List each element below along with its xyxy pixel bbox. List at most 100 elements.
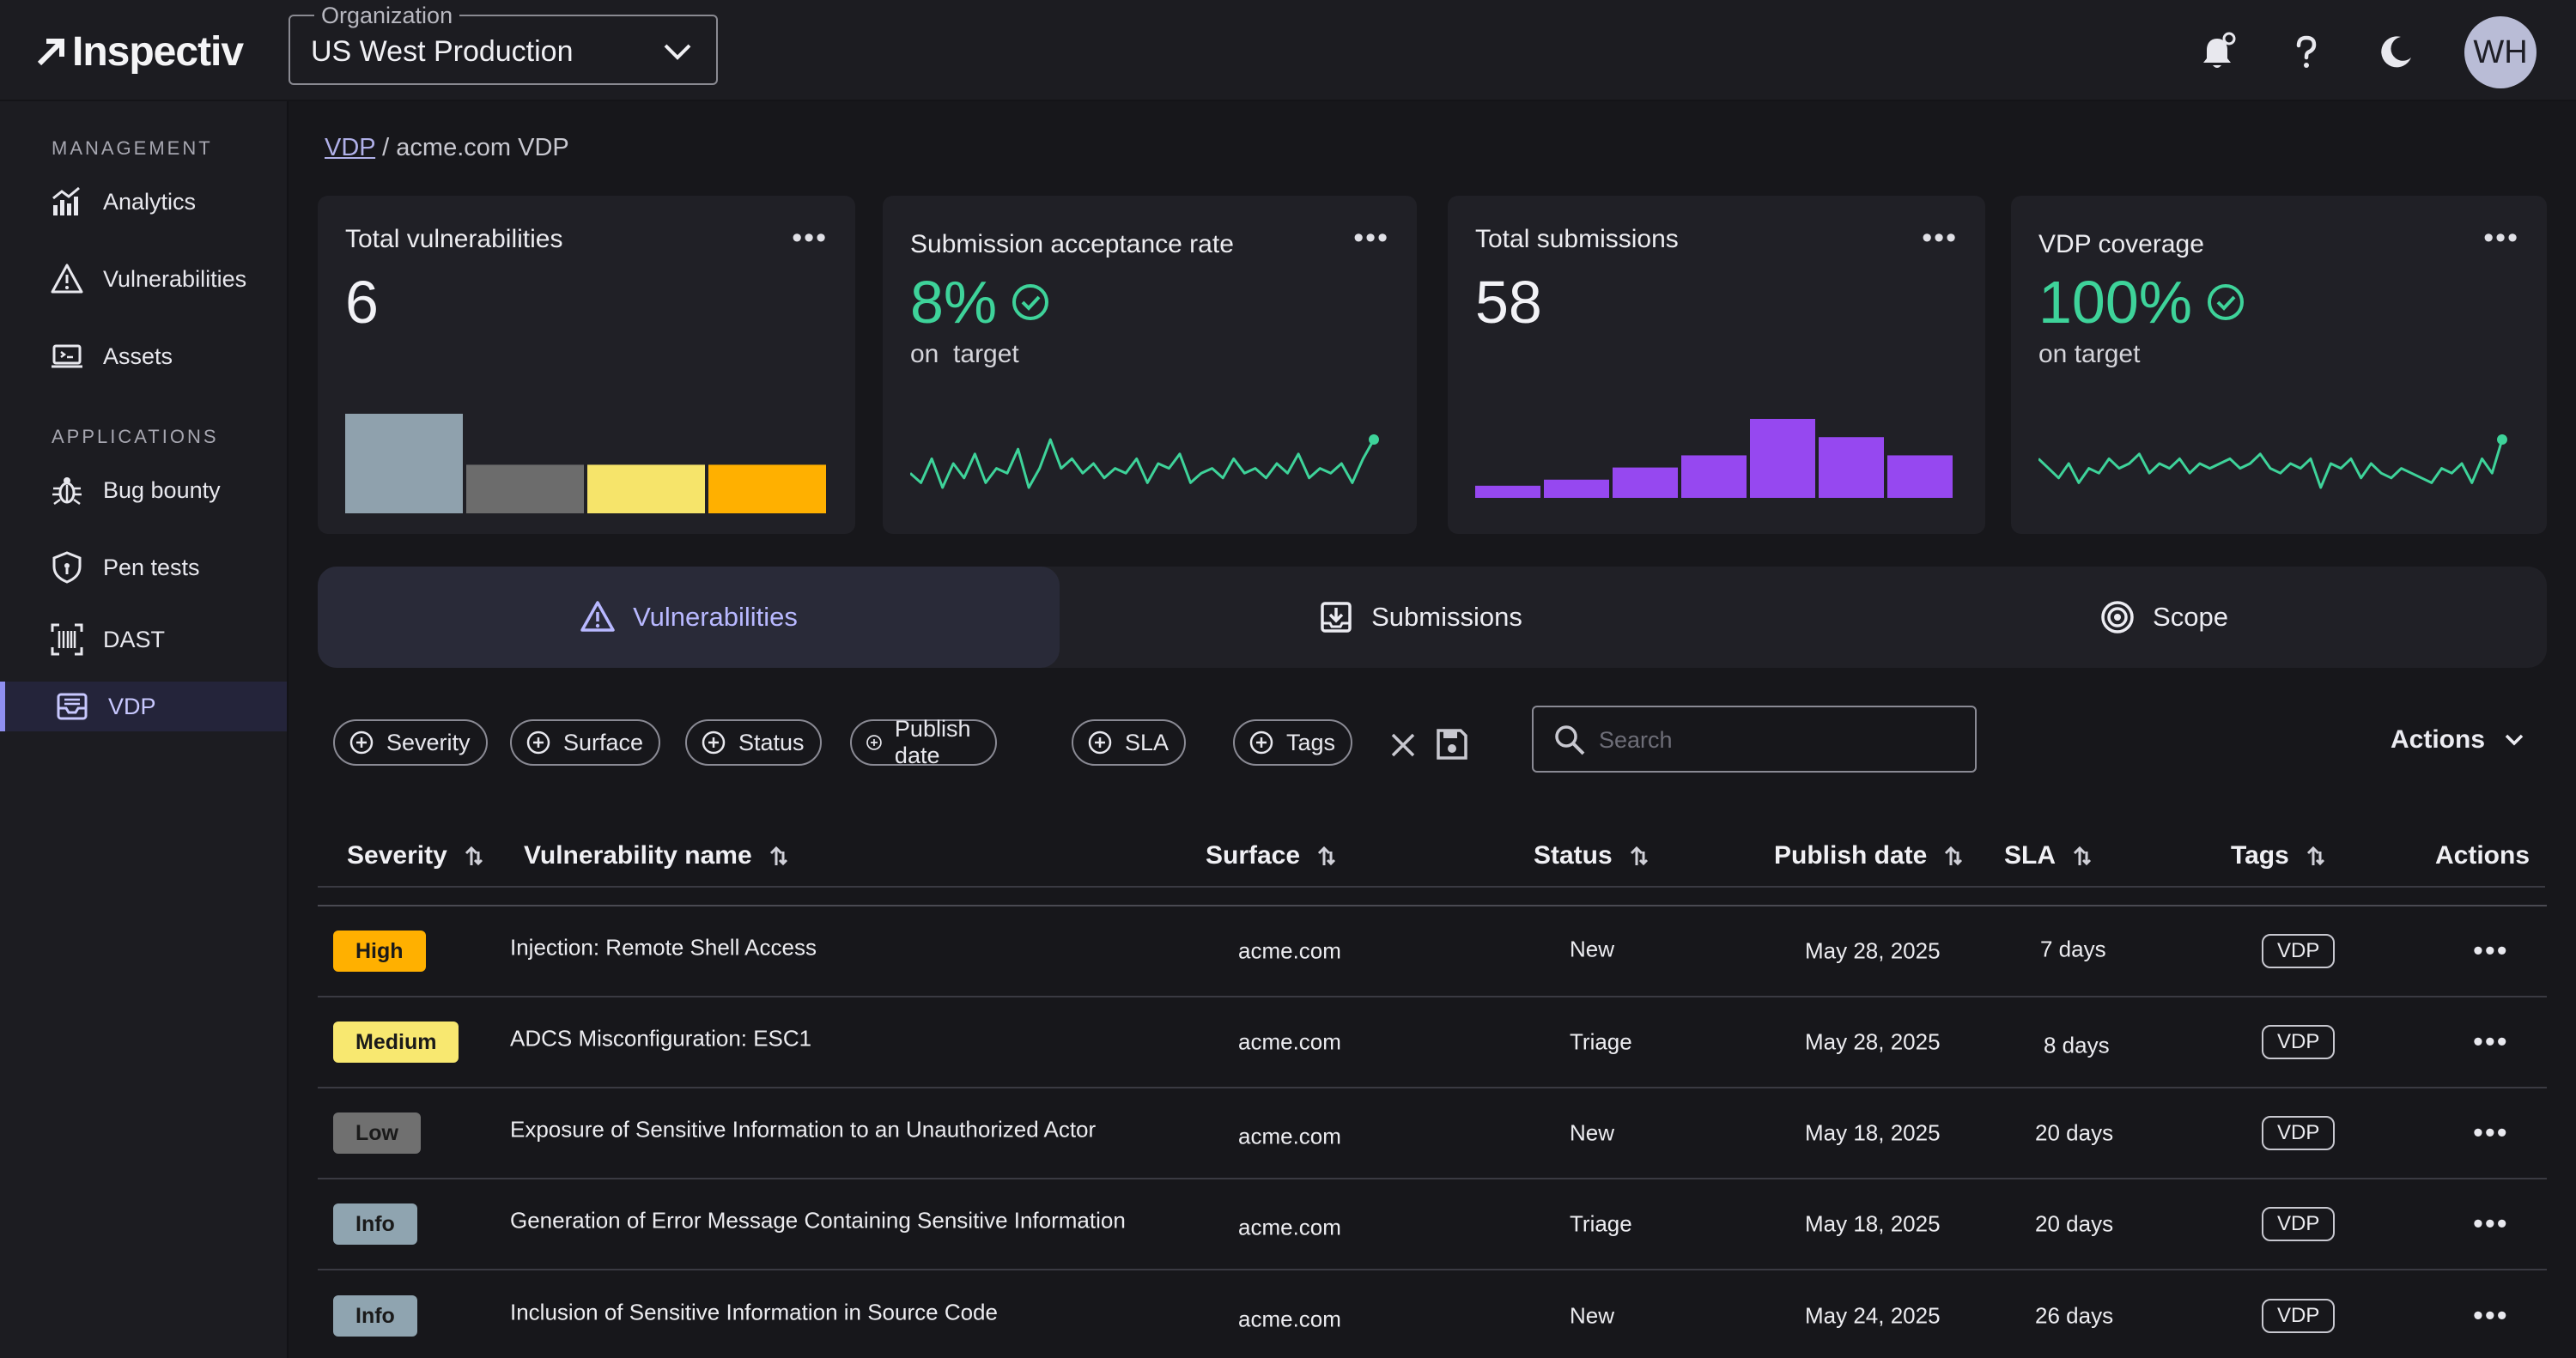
sort-icon	[2073, 846, 2092, 866]
dark-mode-moon-icon[interactable]	[2375, 32, 2416, 73]
tag-badge: VDP	[2262, 1299, 2336, 1333]
sort-icon	[465, 846, 483, 866]
column-header-surface[interactable]: Surface	[1206, 841, 1340, 870]
breadcrumb-link-vdp[interactable]: VDP	[325, 134, 376, 161]
breadcrumb: VDP / acme.com VDP	[325, 134, 569, 162]
bar-low	[466, 464, 584, 513]
filter-chip-surface[interactable]: Surface	[510, 719, 661, 766]
card-value-text: 8%	[910, 269, 998, 336]
card-title: VDP coverage	[2038, 230, 2204, 258]
sla: 7 days	[2040, 936, 2106, 962]
card-value: 6	[345, 269, 379, 336]
sidebar-item-dast[interactable]: DAST	[0, 615, 287, 664]
sla: 20 days	[2035, 1210, 2114, 1237]
vulnerability-name[interactable]: Inclusion of Sensitive Information in So…	[510, 1299, 998, 1325]
vulnerability-name[interactable]: ADCS Misconfiguration: ESC1	[510, 1025, 812, 1052]
actions-dropdown-button[interactable]: Actions	[2391, 721, 2526, 759]
sidebar-item-pen-tests[interactable]: Pen tests	[0, 543, 287, 592]
column-label: SLA	[2004, 841, 2056, 870]
publish-date: May 18, 2025	[1805, 1119, 1941, 1146]
scan-icon	[51, 623, 83, 656]
main-content: VDP / acme.com VDP Total vulnerabilities…	[289, 101, 2576, 1358]
sidebar-item-label: DAST	[103, 626, 166, 652]
card-menu-icon[interactable]: •••	[1922, 221, 1958, 254]
sidebar-item-label: Assets	[103, 343, 173, 369]
sla: 20 days	[2035, 1119, 2114, 1146]
filter-chip-sla[interactable]: SLA	[1072, 719, 1187, 766]
severity-badge: Medium	[333, 1022, 459, 1063]
sparkline-series	[910, 438, 1376, 489]
sidebar-item-vdp[interactable]: VDP	[0, 682, 287, 731]
card-menu-icon[interactable]: •••	[2483, 221, 2519, 254]
row-actions-menu-icon[interactable]: •••	[2473, 1299, 2509, 1332]
sidebar: MANAGEMENT Analytics Vulnerabilities Ass…	[0, 101, 289, 1358]
surface: acme.com	[1238, 1306, 1341, 1332]
search-input[interactable]	[1599, 719, 1959, 761]
column-header-tags[interactable]: Tags	[2231, 841, 2329, 870]
bar-high	[708, 464, 826, 513]
vulnerability-name[interactable]: Generation of Error Message Containing S…	[510, 1207, 1126, 1234]
breadcrumb-separator: /	[382, 134, 390, 161]
severity-badge: Info	[333, 1203, 417, 1245]
sidebar-item-label: Analytics	[103, 188, 197, 215]
tag-badge: VDP	[2262, 1116, 2336, 1150]
row-actions-menu-icon[interactable]: •••	[2473, 1207, 2509, 1240]
table-row[interactable]: Medium ADCS Misconfiguration: ESC1 acme.…	[318, 997, 2547, 1088]
table-row[interactable]: High Injection: Remote Shell Access acme…	[318, 906, 2547, 997]
column-header-severity[interactable]: Severity	[347, 841, 487, 870]
column-label: Actions	[2435, 841, 2530, 870]
vulnerability-name[interactable]: Injection: Remote Shell Access	[510, 934, 817, 961]
column-header-publish-date[interactable]: Publish date	[1774, 841, 1966, 870]
tag-badge: VDP	[2262, 934, 2336, 968]
sidebar-item-analytics[interactable]: Analytics	[0, 177, 287, 227]
sidebar-item-assets[interactable]: Assets	[0, 331, 287, 381]
clear-filters-close-icon[interactable]	[1386, 728, 1420, 762]
card-menu-icon[interactable]: •••	[1353, 221, 1389, 254]
plus-circle-icon	[1249, 731, 1273, 755]
sort-icon	[769, 846, 787, 866]
surface: acme.com	[1238, 937, 1341, 964]
column-header-status[interactable]: Status	[1534, 841, 1652, 870]
status: Triage	[1570, 1210, 1632, 1237]
filter-chip-status[interactable]: Status	[685, 719, 822, 766]
table-row[interactable]: Info Generation of Error Message Contain…	[318, 1179, 2547, 1270]
filter-chip-tags[interactable]: Tags	[1233, 719, 1353, 766]
table-row[interactable]: Low Exposure of Sensitive Information to…	[318, 1088, 2547, 1179]
warning-icon	[580, 601, 615, 632]
table-row[interactable]: Info Inclusion of Sensitive Information …	[318, 1270, 2547, 1358]
filter-chip-severity[interactable]: Severity	[333, 719, 488, 766]
filter-chip-publish-date[interactable]: Publish date	[850, 716, 997, 768]
chip-label: Publish date	[894, 716, 971, 768]
help-icon[interactable]	[2286, 32, 2327, 73]
user-avatar[interactable]: WH	[2464, 16, 2537, 88]
tab-vulnerabilities[interactable]: Vulnerabilities	[318, 567, 1060, 668]
tab-submissions[interactable]: Submissions	[1060, 567, 1781, 668]
sidebar-item-vulnerabilities[interactable]: Vulnerabilities	[0, 254, 287, 304]
sidebar-item-bug-bounty[interactable]: Bug bounty	[0, 465, 287, 515]
vdp-coverage-sparkline	[2038, 434, 2507, 489]
notification-bell-icon[interactable]	[2196, 32, 2238, 73]
surface: acme.com	[1238, 1028, 1341, 1055]
organization-select[interactable]: Organization US West Production	[289, 3, 718, 85]
app-logo[interactable]: Inspectiv	[34, 27, 244, 76]
vulnerability-name[interactable]: Exposure of Sensitive Information to an …	[510, 1116, 1097, 1143]
column-header-sla[interactable]: SLA	[2004, 841, 2095, 870]
surface: acme.com	[1238, 1123, 1341, 1149]
search-icon	[1555, 725, 1585, 755]
row-actions-menu-icon[interactable]: •••	[2473, 1116, 2509, 1149]
publish-date: May 24, 2025	[1805, 1302, 1941, 1329]
sidebar-section-applications: APPLICATIONS	[52, 426, 219, 447]
sidebar-item-label: Pen tests	[103, 554, 200, 580]
vulnerabilities-bar-chart	[345, 414, 826, 513]
save-filters-icon[interactable]	[1434, 726, 1470, 762]
card-menu-icon[interactable]: •••	[792, 221, 828, 254]
submissions-bar-chart	[1475, 419, 1953, 498]
inbox-icon	[57, 693, 88, 720]
chip-label: SLA	[1125, 729, 1170, 755]
warning-icon	[51, 264, 83, 294]
tab-scope[interactable]: Scope	[1781, 567, 2547, 668]
column-header-vulnerability-name[interactable]: Vulnerability name	[524, 841, 792, 870]
row-actions-menu-icon[interactable]: •••	[2473, 1025, 2509, 1058]
row-actions-menu-icon[interactable]: •••	[2473, 934, 2509, 967]
organization-label: Organization	[314, 3, 460, 29]
